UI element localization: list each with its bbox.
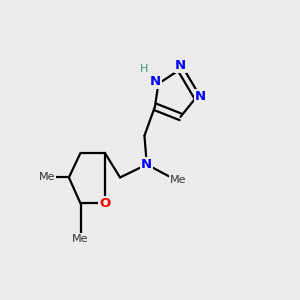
Text: Me: Me <box>39 172 56 182</box>
Text: N: N <box>141 158 152 171</box>
Text: O: O <box>99 197 110 210</box>
Text: Me: Me <box>170 175 186 184</box>
Text: N: N <box>149 75 161 88</box>
Text: Me: Me <box>72 234 89 244</box>
Text: N: N <box>195 90 206 103</box>
Text: H: H <box>140 64 148 74</box>
Text: N: N <box>175 59 186 72</box>
